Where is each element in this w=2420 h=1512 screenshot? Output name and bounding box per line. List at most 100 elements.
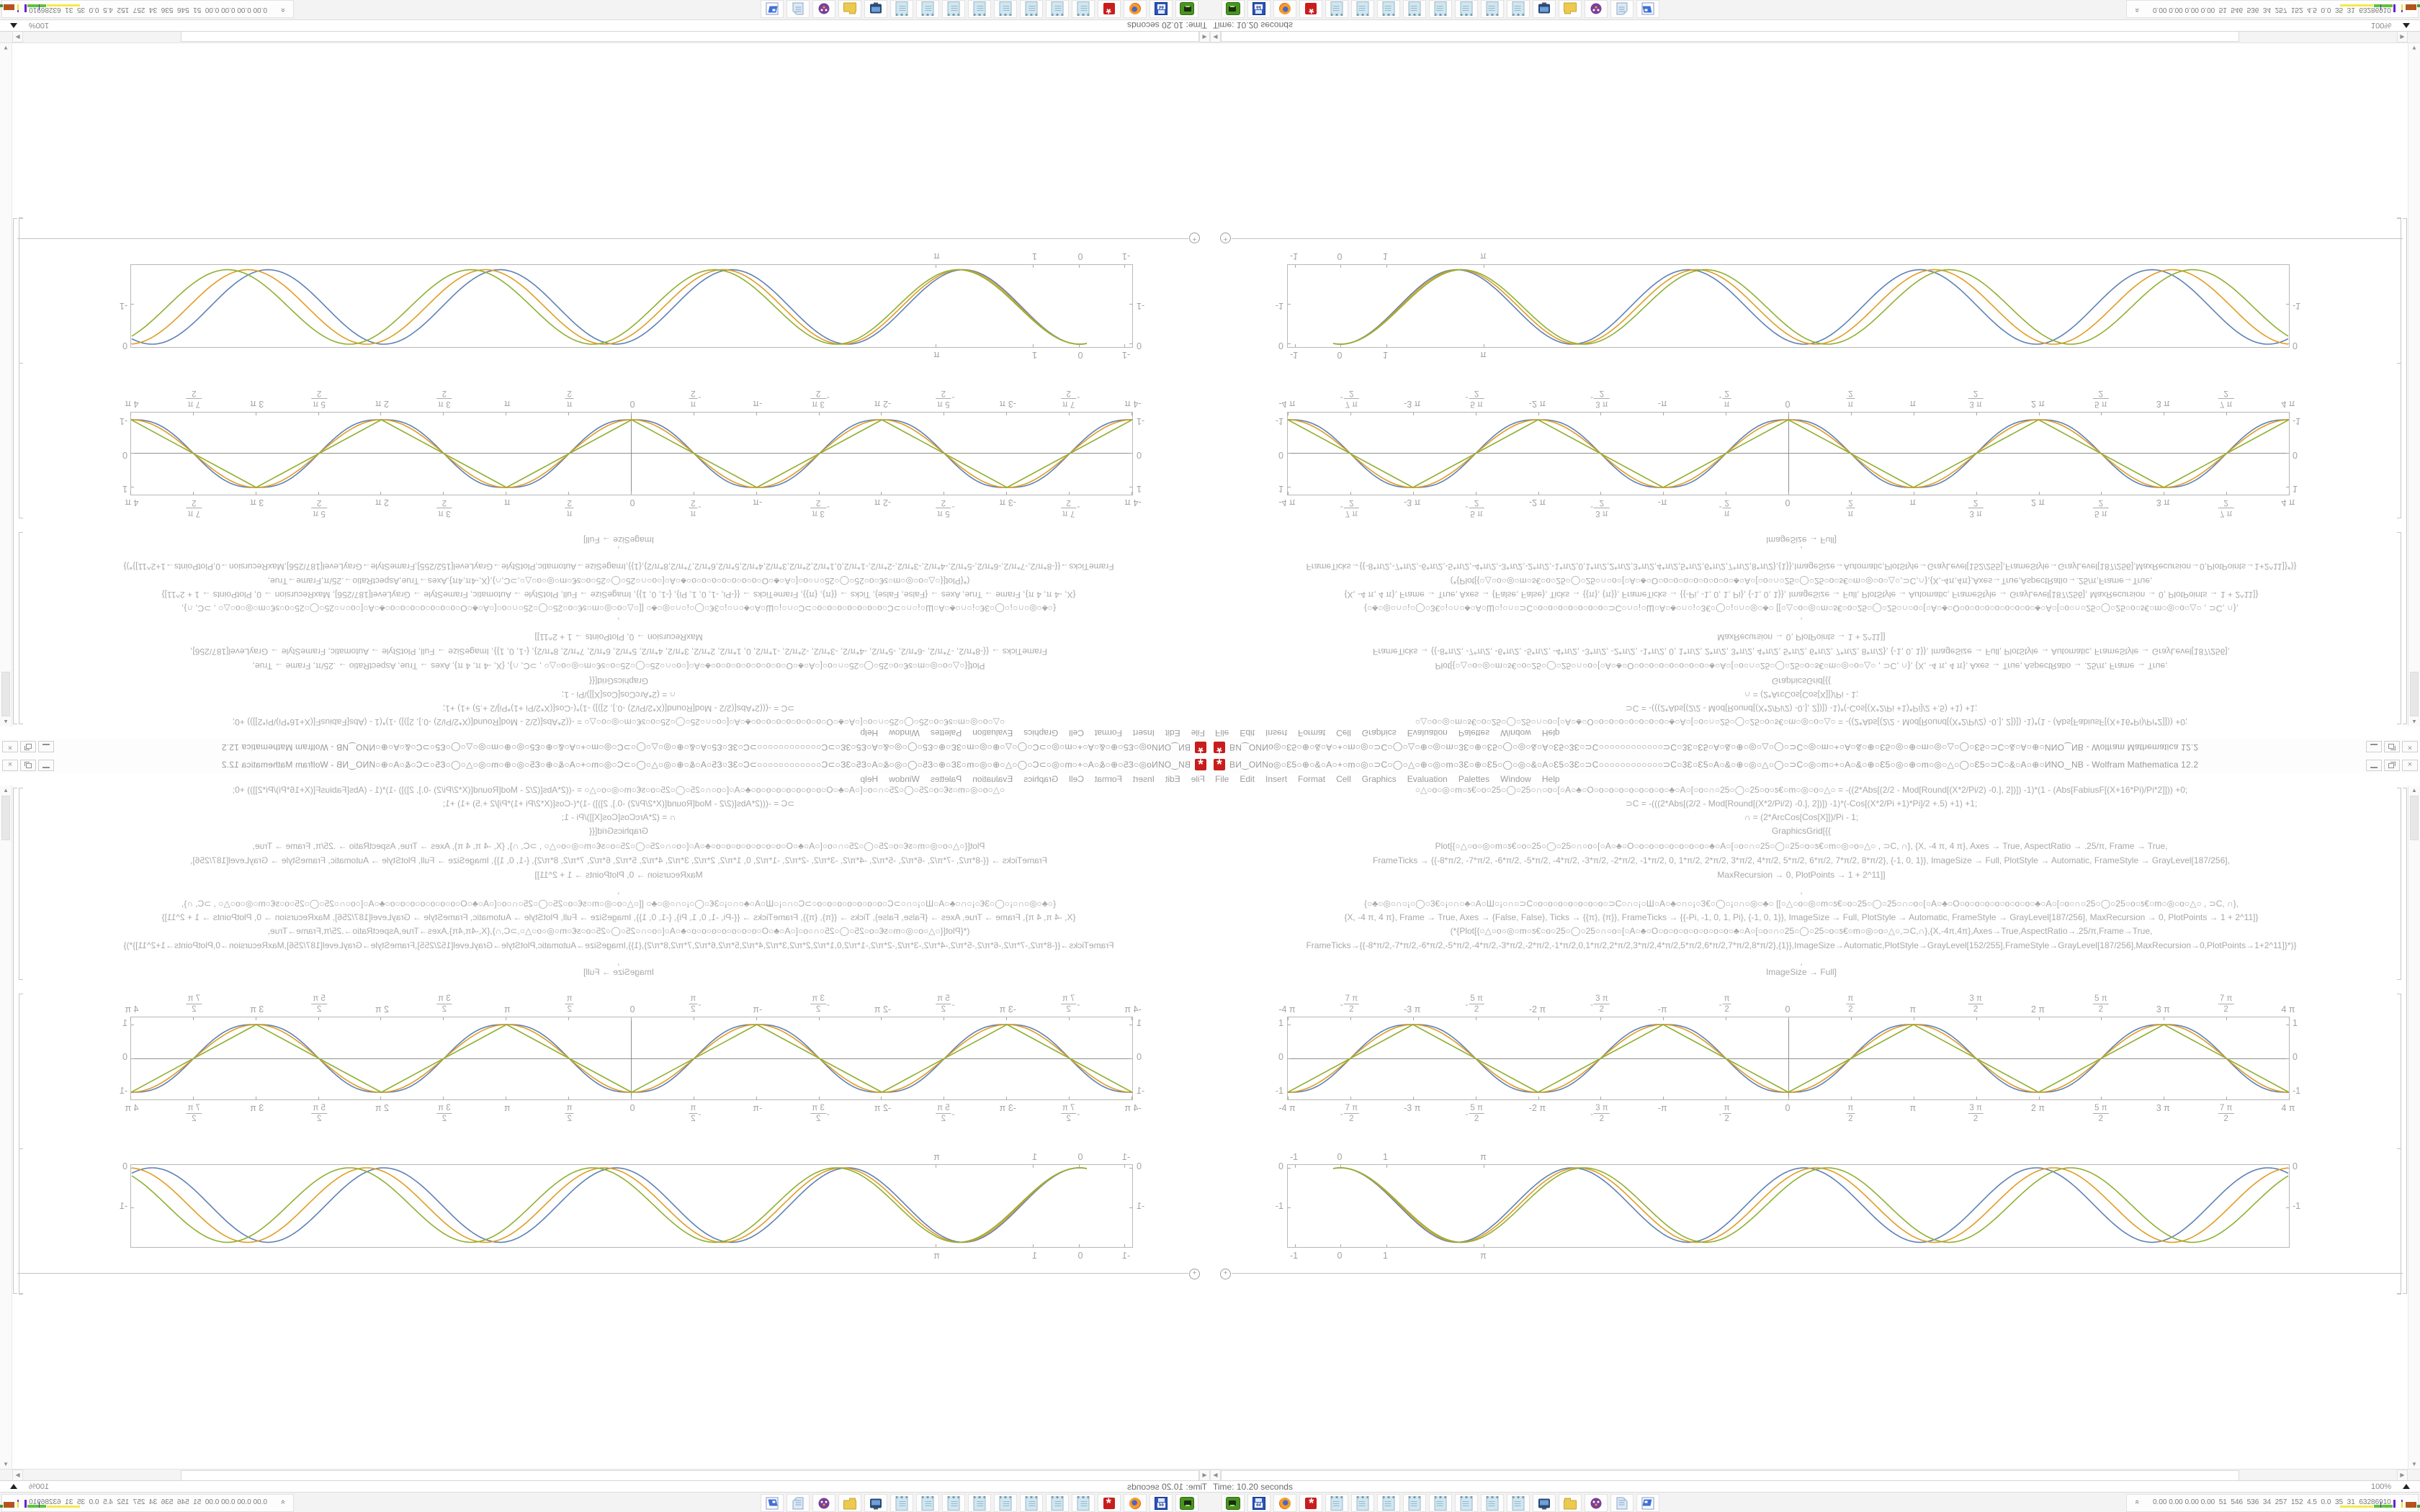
cell-bracket[interactable] [2397,788,2401,980]
window-titlebar[interactable]: ВИ‿ОИNo◎○Ɛ5○⊕○&○A○+○m○◎○⊃C○◯○△○⊕○◎○m○3Ɛ○… [0,756,1210,773]
menu-evaluation[interactable]: Evaluation [972,774,1013,784]
notepad-icon[interactable] [968,1494,991,1512]
horizontal-scrollbar[interactable]: ◀ ▶ [1210,1469,2420,1482]
cell-insertion-line[interactable] [1232,1273,2403,1274]
restore-button[interactable] [2384,760,2400,771]
notepad-icon[interactable] [1455,1494,1478,1512]
close-button[interactable]: × [2,760,18,771]
horizontal-scroll-thumb[interactable] [181,1470,1199,1481]
notepad-icon[interactable] [1072,1494,1095,1512]
minimize-button[interactable] [38,741,54,752]
menu-graphics[interactable]: Graphics [1361,774,1397,784]
menu-help[interactable]: Help [1541,728,1560,738]
scroll-icon[interactable] [1610,1494,1634,1512]
mathematica-icon[interactable] [1299,1494,1322,1512]
notebook-area[interactable]: ○△○o○◎○m○ƽ€○o○25○◯○25○∩○o○[○A○♣○O○o○o○o○… [0,43,1210,726]
notepad-icon[interactable] [1481,1494,1504,1512]
window-titlebar[interactable]: ВИ‿ОИNo◎○Ɛ5○⊕○&○A○+○m○◎○⊃C○◯○△○⊕○◎○m○3Ɛ○… [1210,739,2420,756]
cell-bracket[interactable] [2403,788,2407,1294]
cell-bracket[interactable] [2397,218,2401,364]
menu-cell[interactable]: Cell [1336,774,1351,784]
scroll-up-icon[interactable]: ▲ [2411,787,2417,793]
notepad-icon[interactable] [1325,1494,1348,1512]
owl-icon[interactable] [812,1494,835,1512]
menu-cell[interactable]: Cell [1336,728,1351,738]
insert-cell-plus-icon[interactable]: + [1189,1269,1200,1279]
notepad-icon[interactable] [890,1494,913,1512]
notebook-area[interactable]: ○△○o○◎○m○ƽ€○o○25○◯○25○∩○o○[○A○♣○O○o○o○o○… [0,786,1210,1469]
horizontal-scrollbar[interactable]: ◀ ▶ [1210,30,2420,43]
cell-insertion-line[interactable] [17,238,1188,239]
menu-evaluation[interactable]: Evaluation [1407,728,1448,738]
notepad-icon[interactable] [1351,0,1374,18]
menu-graphics[interactable]: Graphics [1023,774,1059,784]
notepad-icon[interactable] [942,0,965,18]
floppy-64-icon[interactable] [1150,0,1173,18]
scroll-left-icon[interactable]: ◀ [1199,30,1210,42]
notebook-area[interactable]: ○△○o○◎○m○ƽ€○o○25○◯○25○∩○o○[○A○♣○O○o○o○o○… [1210,43,2420,726]
menu-palettes[interactable]: Palettes [930,728,962,738]
zoom-level-label[interactable]: 100% [28,21,49,30]
minimize-button[interactable] [2366,741,2382,752]
minimize-button[interactable] [2366,760,2382,771]
menu-insert[interactable]: Insert [1132,774,1155,784]
mathematica-icon[interactable] [1098,1494,1121,1512]
system-tray[interactable]: « 0.00 0.00 0.00 0.00 51 546 536 34 257 … [2126,1494,2420,1512]
scroll-up-icon[interactable]: ▲ [3,787,9,793]
expand-chevron-icon[interactable]: « [278,1499,287,1503]
minimize-button[interactable] [38,760,54,771]
close-button[interactable]: × [2,741,18,752]
zoom-level-label[interactable]: 100% [28,1482,49,1491]
firefox-icon[interactable] [1273,0,1296,18]
scroll-down-icon[interactable]: ▼ [3,45,9,51]
menu-help[interactable]: Help [1541,774,1560,784]
photo-icon[interactable] [761,0,784,18]
zoom-level-label[interactable]: 100% [2371,1482,2392,1491]
cell-insertion-line[interactable] [17,1273,1188,1274]
notepad-icon[interactable] [1429,0,1452,18]
menu-insert[interactable]: Insert [1132,728,1155,738]
notepad-icon[interactable] [916,0,939,18]
notepad-icon[interactable] [994,0,1017,18]
menu-evaluation[interactable]: Evaluation [1407,774,1448,784]
notepad-icon[interactable] [890,0,913,18]
menu-window[interactable]: Window [889,774,920,784]
notepad-icon[interactable] [1429,1494,1452,1512]
cell-bracket[interactable] [19,532,23,724]
zoom-popup-icon[interactable] [2403,23,2410,28]
floppy-64-icon[interactable] [1150,1494,1173,1512]
vertical-scrollbar[interactable]: ▲ ▼ [2408,786,2420,1469]
cell-bracket[interactable] [19,788,23,980]
system-tray[interactable]: « 0.00 0.00 0.00 0.00 51 546 536 34 257 … [0,0,294,18]
horizontal-scroll-thumb[interactable] [1221,31,2239,42]
monitor-icon[interactable] [864,1494,887,1512]
window-titlebar[interactable]: ВИ‿ОИNo◎○Ɛ5○⊕○&○A○+○m○◎○⊃C○◯○△○⊕○◎○m○3Ɛ○… [0,739,1210,756]
menu-window[interactable]: Window [1500,728,1531,738]
notepad-icon[interactable] [1020,1494,1043,1512]
firefox-icon[interactable] [1273,1494,1296,1512]
notepad-icon[interactable] [1046,1494,1069,1512]
notepad-icon[interactable] [1403,0,1426,18]
menu-cell[interactable]: Cell [1069,728,1084,738]
emulator-drive-icon[interactable] [1175,1494,1198,1512]
notepad-icon[interactable] [968,0,991,18]
scroll-up-icon[interactable]: ▲ [3,719,9,725]
menu-file[interactable]: File [1191,728,1205,738]
menu-file[interactable]: File [1215,728,1229,738]
notepad-icon[interactable] [1403,1494,1426,1512]
vertical-scroll-thumb[interactable] [2410,796,2419,840]
menu-edit[interactable]: Edit [1165,774,1180,784]
notepad-icon[interactable] [1507,1494,1530,1512]
expand-chevron-icon[interactable]: « [2133,9,2142,13]
menu-file[interactable]: File [1215,774,1229,784]
vertical-scroll-thumb[interactable] [1,796,10,840]
horizontal-scroll-thumb[interactable] [1221,1470,2239,1481]
close-button[interactable]: × [2402,760,2418,771]
emulator-drive-icon[interactable] [1222,1494,1245,1512]
expand-chevron-icon[interactable]: « [2133,1499,2142,1503]
notebook-area[interactable]: ○△○o○◎○m○ƽ€○o○25○◯○25○∩○o○[○A○♣○O○o○o○o○… [1210,786,2420,1469]
scroll-left-icon[interactable]: ◀ [1210,1470,1221,1482]
menu-palettes[interactable]: Palettes [1458,774,1490,784]
folder-icon[interactable] [838,0,861,18]
menu-insert[interactable]: Insert [1265,774,1288,784]
